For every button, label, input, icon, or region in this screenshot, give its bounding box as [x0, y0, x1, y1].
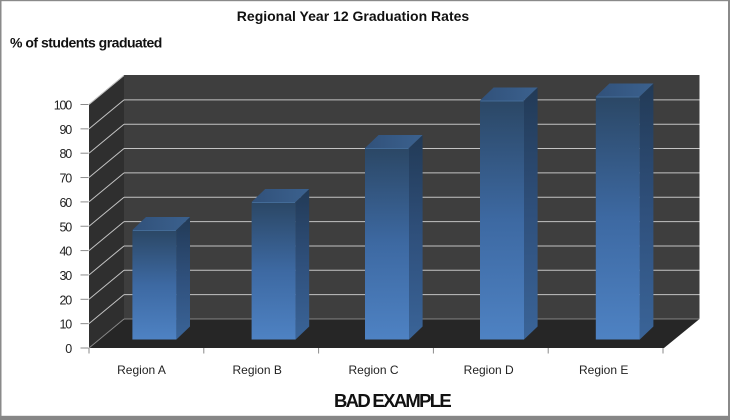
svg-text:BAD EXAMPLE: BAD EXAMPLE	[334, 390, 451, 411]
svg-text:Region B: Region B	[233, 363, 282, 377]
svg-text:Region D: Region D	[464, 363, 514, 377]
svg-text:50: 50	[59, 220, 72, 234]
svg-text:10: 10	[59, 318, 72, 332]
svg-text:100: 100	[54, 99, 73, 113]
svg-text:Region E: Region E	[579, 363, 628, 377]
svg-text:% of students graduated: % of students graduated	[10, 35, 162, 51]
svg-text:70: 70	[59, 172, 72, 186]
svg-text:30: 30	[59, 269, 72, 283]
svg-text:60: 60	[59, 196, 72, 210]
svg-text:20: 20	[59, 293, 72, 307]
svg-text:80: 80	[59, 147, 72, 161]
svg-text:40: 40	[59, 245, 72, 259]
svg-text:90: 90	[59, 123, 72, 137]
svg-text:Region C: Region C	[348, 363, 398, 377]
svg-text:Regional Year 12 Graduation Ra: Regional Year 12 Graduation Rates	[237, 8, 470, 24]
svg-text:Region A: Region A	[117, 363, 166, 377]
svg-text:0: 0	[65, 342, 72, 356]
